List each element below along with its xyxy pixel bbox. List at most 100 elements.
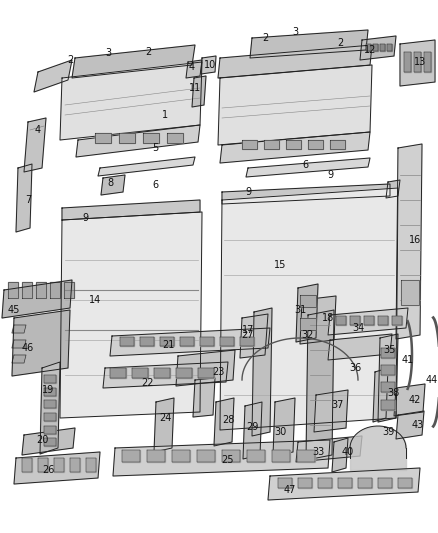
Polygon shape (404, 52, 411, 72)
Text: 2: 2 (145, 47, 151, 57)
Text: 9: 9 (245, 187, 251, 197)
Text: 3: 3 (292, 27, 298, 37)
Polygon shape (252, 308, 272, 436)
Polygon shape (396, 144, 422, 339)
Polygon shape (44, 400, 56, 408)
Polygon shape (386, 180, 400, 198)
Polygon shape (132, 368, 148, 378)
Text: 15: 15 (274, 260, 286, 270)
Polygon shape (414, 52, 421, 72)
Polygon shape (60, 212, 202, 418)
Polygon shape (373, 368, 388, 422)
Polygon shape (330, 140, 345, 149)
Text: 29: 29 (246, 422, 258, 432)
Text: 4: 4 (35, 125, 41, 135)
Polygon shape (401, 280, 419, 305)
Polygon shape (14, 452, 100, 484)
Polygon shape (373, 44, 378, 51)
Polygon shape (318, 478, 332, 488)
Polygon shape (268, 468, 420, 500)
Polygon shape (50, 282, 60, 298)
Polygon shape (36, 282, 46, 298)
Polygon shape (38, 458, 48, 472)
Polygon shape (160, 337, 174, 346)
Text: 10: 10 (204, 60, 216, 70)
Polygon shape (214, 398, 234, 446)
Polygon shape (60, 62, 202, 140)
Polygon shape (314, 390, 348, 432)
Polygon shape (332, 438, 348, 472)
Polygon shape (154, 398, 174, 452)
Polygon shape (44, 388, 56, 396)
Polygon shape (110, 368, 126, 378)
Text: 26: 26 (42, 465, 54, 475)
Polygon shape (120, 337, 134, 346)
Text: 16: 16 (409, 235, 421, 245)
Text: 19: 19 (42, 385, 54, 395)
Polygon shape (381, 400, 395, 410)
Text: 12: 12 (364, 45, 376, 55)
Text: 21: 21 (162, 340, 174, 350)
Polygon shape (350, 316, 360, 325)
Text: 18: 18 (322, 313, 334, 323)
Text: 11: 11 (189, 83, 201, 93)
Polygon shape (22, 282, 32, 298)
Text: 35: 35 (384, 345, 396, 355)
Polygon shape (273, 398, 295, 456)
Text: 7: 7 (25, 195, 31, 205)
Polygon shape (308, 140, 323, 149)
Text: 2: 2 (262, 33, 268, 43)
Polygon shape (424, 52, 431, 72)
Polygon shape (98, 157, 195, 176)
Polygon shape (222, 450, 240, 462)
Polygon shape (378, 316, 388, 325)
Polygon shape (44, 426, 56, 434)
Text: 1: 1 (162, 110, 168, 120)
Polygon shape (198, 368, 214, 378)
Polygon shape (76, 125, 200, 157)
Polygon shape (103, 362, 228, 388)
Polygon shape (176, 350, 235, 386)
Polygon shape (186, 60, 202, 78)
Polygon shape (381, 382, 395, 392)
Polygon shape (220, 188, 398, 430)
Polygon shape (381, 365, 395, 375)
Polygon shape (22, 458, 32, 472)
Polygon shape (380, 44, 385, 51)
Polygon shape (119, 133, 135, 143)
Text: 2: 2 (67, 55, 73, 65)
Polygon shape (246, 158, 370, 177)
Polygon shape (44, 413, 56, 421)
Text: 37: 37 (332, 400, 344, 410)
Polygon shape (62, 200, 200, 220)
Polygon shape (218, 65, 372, 145)
Polygon shape (140, 337, 154, 346)
Polygon shape (8, 282, 18, 298)
Polygon shape (54, 458, 64, 472)
Text: 17: 17 (242, 325, 254, 335)
Polygon shape (364, 316, 374, 325)
Text: 2: 2 (337, 38, 343, 48)
Polygon shape (278, 478, 292, 488)
Polygon shape (12, 310, 70, 376)
Polygon shape (200, 337, 214, 346)
Polygon shape (328, 334, 392, 360)
Text: 20: 20 (36, 435, 48, 445)
Polygon shape (392, 316, 402, 325)
Text: 47: 47 (284, 485, 296, 495)
Text: 5: 5 (152, 143, 158, 153)
Polygon shape (400, 40, 435, 86)
Polygon shape (220, 132, 370, 163)
Polygon shape (110, 328, 270, 356)
Polygon shape (250, 30, 368, 58)
Text: 41: 41 (402, 355, 414, 365)
Text: 32: 32 (302, 330, 314, 340)
Polygon shape (396, 411, 424, 439)
Polygon shape (240, 314, 268, 358)
Polygon shape (154, 368, 170, 378)
Polygon shape (101, 175, 125, 195)
Text: 22: 22 (142, 378, 154, 388)
Text: 45: 45 (8, 305, 20, 315)
Text: 43: 43 (412, 420, 424, 430)
Polygon shape (2, 280, 72, 318)
